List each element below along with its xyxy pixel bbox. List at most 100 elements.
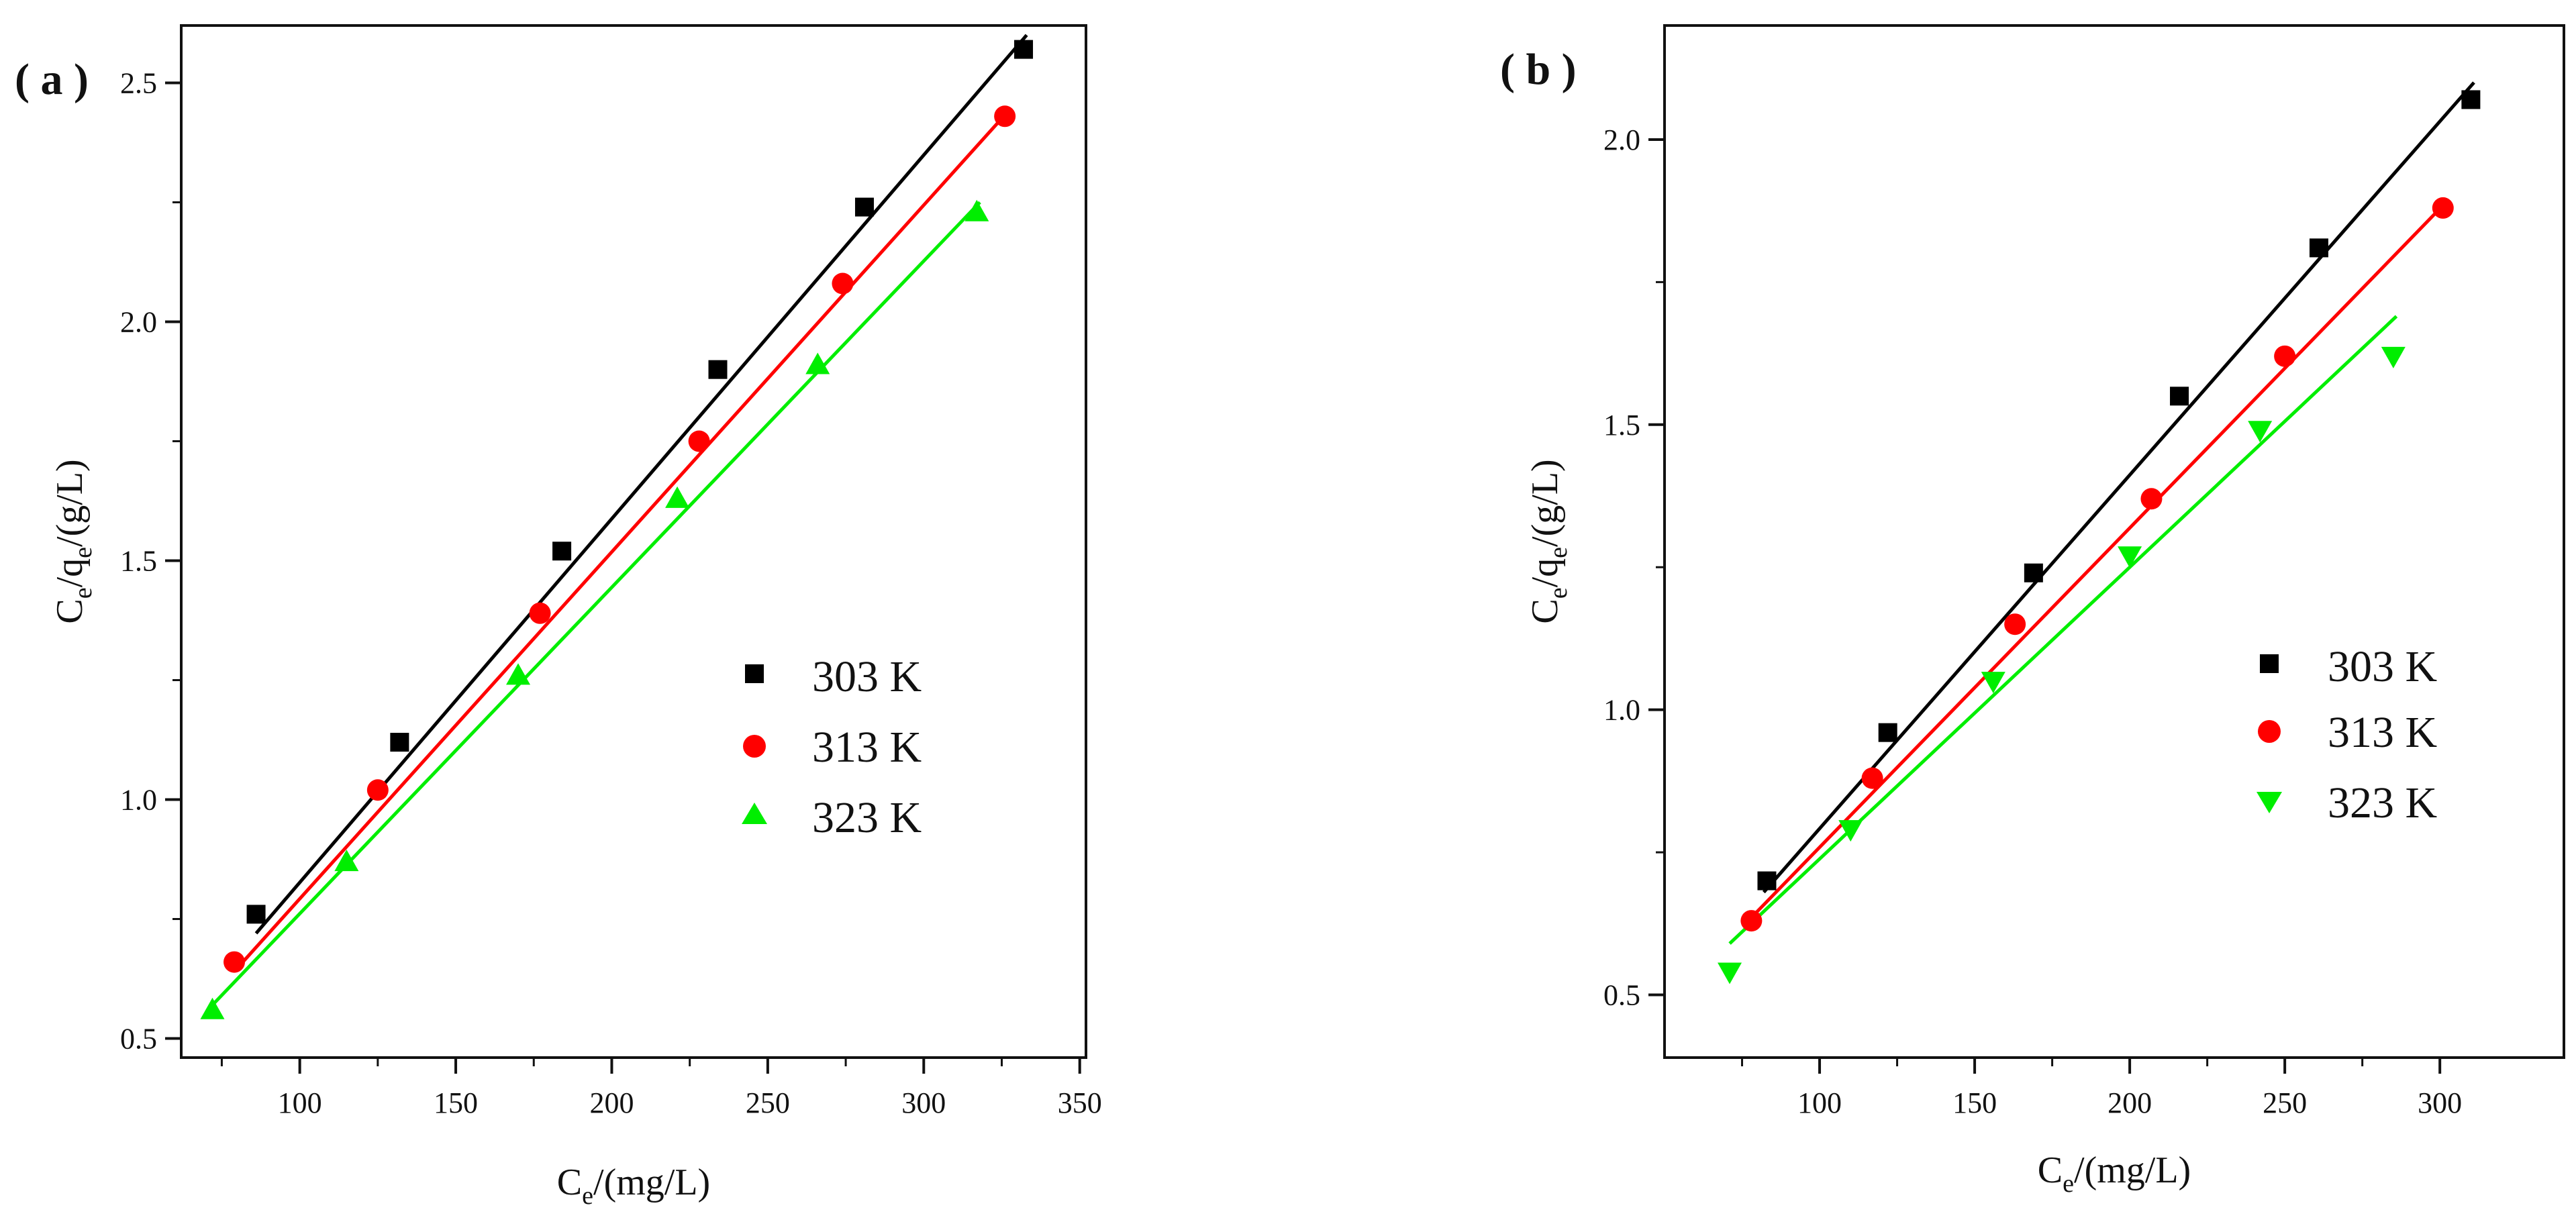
data-point-303k xyxy=(2309,238,2328,258)
legend-marker-313k xyxy=(2258,720,2281,743)
x-axis-title: Ce/(mg/L) xyxy=(2038,1150,2191,1198)
legend-label-303k: 303 K xyxy=(812,652,922,701)
legend-marker-323k xyxy=(2257,792,2282,813)
y-tick-label: 1.5 xyxy=(1603,409,1640,442)
y-axis-title-sub1: e xyxy=(69,587,97,599)
data-point-323k xyxy=(964,199,989,221)
x-tick-label: 350 xyxy=(1058,1086,1102,1119)
legend-label-303k: 303 K xyxy=(2328,642,2437,691)
y-tick-label: 1.5 xyxy=(120,544,157,577)
data-point-323k xyxy=(1981,672,2005,694)
legend-marker-323k xyxy=(742,803,767,824)
data-point-323k xyxy=(2381,346,2406,368)
data-point-313k xyxy=(994,105,1016,128)
data-point-313k xyxy=(2004,613,2026,635)
fit-line-323k xyxy=(1728,315,2398,945)
data-point-303k xyxy=(2024,563,2043,582)
plot-frame xyxy=(180,24,1087,1059)
y-axis-title-c: C xyxy=(1524,599,1566,623)
data-point-313k xyxy=(1861,767,1883,789)
x-tick-label: 200 xyxy=(2108,1086,2152,1119)
y-tick-label: 0.5 xyxy=(1603,979,1640,1012)
legend: 303 K 313 K 323 K xyxy=(742,652,922,842)
panel-a: ( a ) 100 150 200 250 300 350 0.5 1.0 1.5 2.0 2.5… xyxy=(15,24,1102,1210)
markers xyxy=(1718,90,2481,984)
y-tick-label: 2.5 xyxy=(120,66,157,99)
x-tick-label: 250 xyxy=(746,1086,790,1119)
data-point-323k xyxy=(2248,421,2273,443)
legend-marker-313k xyxy=(743,735,766,758)
data-point-323k xyxy=(506,663,531,685)
y-axis-title-mid: /q xyxy=(1524,558,1566,588)
fit-line-303k xyxy=(1762,81,2475,894)
y-axis-title-mid: /q xyxy=(49,558,91,588)
fit-line-313k xyxy=(233,110,1009,973)
y-axis-title: Ce/qe/(g/L) xyxy=(1524,459,1573,623)
x-ticks: 100 150 200 250 300 xyxy=(1741,1058,2462,1119)
y-axis-title-tail: /(g/L) xyxy=(1524,459,1566,547)
data-point-323k xyxy=(805,352,830,374)
data-point-313k xyxy=(2140,488,2163,510)
panel-label: ( b ) xyxy=(1500,45,1577,94)
x-axis-title-tail: /(mg/L) xyxy=(593,1162,710,1203)
y-tick-label: 2.0 xyxy=(120,305,157,338)
x-tick-label: 300 xyxy=(901,1086,946,1119)
data-point-313k xyxy=(2432,197,2454,219)
x-tick-label: 100 xyxy=(278,1086,322,1119)
y-axis-title-tail: /(g/L) xyxy=(49,459,91,547)
x-ticks: 100 150 200 250 300 350 xyxy=(220,1058,1102,1119)
y-axis-title-c: C xyxy=(49,599,91,623)
data-point-303k xyxy=(246,905,266,924)
x-tick-label: 200 xyxy=(589,1086,634,1119)
y-axis-title: Ce/qe/(g/L) xyxy=(49,459,97,623)
x-axis-title-main: C xyxy=(557,1162,582,1203)
data-point-313k xyxy=(688,430,710,452)
legend-label-323k: 323 K xyxy=(2328,778,2437,827)
markers xyxy=(200,40,1034,1019)
fit-line-323k xyxy=(211,201,981,1007)
x-axis-title-sub: e xyxy=(2063,1170,2074,1198)
data-point-323k xyxy=(200,997,225,1019)
x-tick-label: 150 xyxy=(434,1086,478,1119)
x-tick-label: 250 xyxy=(2263,1086,2307,1119)
x-tick-label: 150 xyxy=(1952,1086,1997,1119)
data-point-303k xyxy=(2461,90,2481,109)
x-tick-label: 100 xyxy=(1797,1086,1842,1119)
panel-b: ( b ) 100 150 200 250 300 0.51.01.52.0 Ce/(m… xyxy=(1500,24,2565,1198)
data-point-313k xyxy=(366,779,389,801)
data-point-313k xyxy=(529,602,551,624)
legend: 303 K 313 K 323 K xyxy=(2257,642,2437,827)
fit-line-313k xyxy=(1746,201,2448,922)
x-tick-label: 300 xyxy=(2418,1086,2462,1119)
legend-label-313k: 313 K xyxy=(2328,708,2437,757)
y-tick-label: 2.0 xyxy=(1603,123,1640,156)
x-axis-title-tail: /(mg/L) xyxy=(2074,1150,2191,1191)
data-point-323k xyxy=(1718,962,1742,984)
data-point-303k xyxy=(1757,871,1777,890)
x-axis-title-main: C xyxy=(2038,1150,2063,1191)
legend-marker-303k xyxy=(745,664,764,683)
y-axis-title-sub2: e xyxy=(1544,547,1573,558)
data-point-323k xyxy=(1838,820,1863,842)
y-ticks: 0.5 1.0 1.5 2.0 2.5 xyxy=(120,66,181,1056)
y-tick-label: 1.0 xyxy=(120,784,157,817)
data-point-303k xyxy=(552,542,572,561)
y-tick-label: 1.0 xyxy=(1603,694,1640,727)
fit-lines xyxy=(1728,81,2475,945)
data-point-313k xyxy=(832,272,854,295)
x-axis-title: Ce/(mg/L) xyxy=(557,1162,710,1210)
plot-frame xyxy=(1663,24,2565,1059)
y-axis-title-sub2: e xyxy=(69,547,97,558)
panel-label: ( a ) xyxy=(15,55,89,104)
data-point-303k xyxy=(1014,40,1034,59)
data-point-303k xyxy=(390,733,409,752)
data-point-323k xyxy=(334,850,359,872)
y-axis-title-sub1: e xyxy=(1544,587,1573,599)
x-axis-title-sub: e xyxy=(582,1182,593,1210)
data-point-303k xyxy=(1878,723,1897,742)
data-point-313k xyxy=(2274,345,2296,367)
data-point-313k xyxy=(1740,910,1763,932)
data-point-313k xyxy=(224,951,246,973)
y-ticks: 0.5 1.0 1.5 2.0 xyxy=(1603,123,1665,1012)
